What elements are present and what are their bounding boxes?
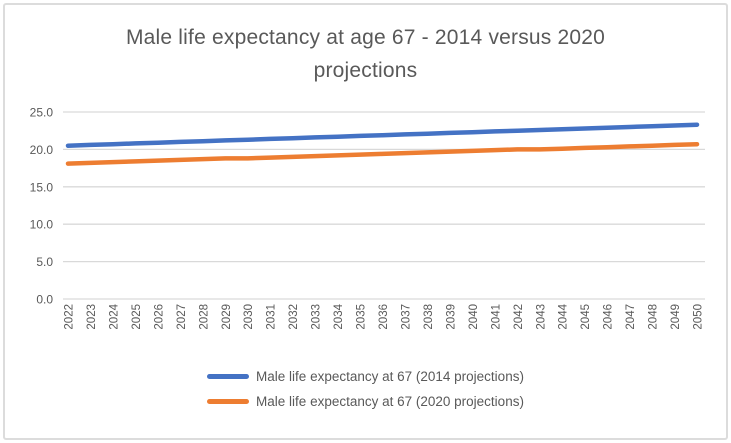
x-tick-label: 2038 bbox=[423, 304, 435, 330]
y-tick-label: 5.0 bbox=[36, 255, 53, 269]
chart-title: Male life expectancy at age 67 - 2014 ve… bbox=[0, 21, 731, 87]
x-tick-label: 2042 bbox=[513, 304, 525, 330]
x-tick-label: 2049 bbox=[670, 304, 682, 330]
x-tick-label: 2034 bbox=[333, 303, 345, 329]
chart-title-line2: projections bbox=[313, 59, 418, 82]
y-tick-label: 25.0 bbox=[30, 106, 54, 120]
x-tick-label: 2043 bbox=[535, 304, 547, 330]
x-tick-label: 2024 bbox=[108, 303, 120, 329]
x-tick-label: 2032 bbox=[288, 304, 300, 330]
y-tick-label: 0.0 bbox=[36, 293, 53, 307]
x-tick-label: 2023 bbox=[86, 304, 98, 330]
x-tick-label: 2037 bbox=[400, 304, 412, 330]
x-tick-label: 2025 bbox=[131, 304, 143, 330]
chart-title-line1: Male life expectancy at age 67 - 2014 ve… bbox=[125, 26, 606, 49]
x-tick-label: 2028 bbox=[198, 304, 210, 330]
y-tick-label: 15.0 bbox=[30, 180, 54, 194]
legend-line-swatch-2020 bbox=[207, 399, 250, 404]
x-tick-label: 2030 bbox=[243, 304, 255, 330]
x-tick-label: 2045 bbox=[580, 304, 592, 330]
series-line-2014 bbox=[65, 122, 700, 148]
legend-label-2014: Male life expectancy at 67 (2014 project… bbox=[256, 369, 524, 384]
legend-item-2014: Male life expectancy at 67 (2014 project… bbox=[207, 369, 524, 384]
x-tick-label: 2047 bbox=[625, 304, 637, 330]
x-tick-label: 2050 bbox=[693, 304, 705, 330]
x-tick-label: 2026 bbox=[153, 304, 165, 330]
x-tick-label: 2022 bbox=[64, 304, 76, 330]
x-tick-label: 2046 bbox=[603, 304, 615, 330]
x-tick-label: 2040 bbox=[468, 304, 480, 330]
x-tick-label: 2031 bbox=[266, 304, 278, 330]
x-tick-label: 2048 bbox=[648, 304, 660, 330]
x-tick-label: 2027 bbox=[176, 304, 188, 330]
x-tick-label: 2033 bbox=[311, 304, 323, 330]
x-tick-label: 2036 bbox=[378, 304, 390, 330]
x-tick-label: 2039 bbox=[445, 304, 457, 330]
x-tick-label: 2041 bbox=[490, 304, 502, 330]
y-tick-label: 20.0 bbox=[30, 143, 54, 157]
x-tick-label: 2044 bbox=[558, 303, 570, 329]
x-tick-label: 2029 bbox=[221, 304, 233, 330]
series-line-2020 bbox=[65, 141, 700, 166]
legend: Male life expectancy at 67 (2014 project… bbox=[0, 369, 731, 409]
legend-item-2020: Male life expectancy at 67 (2020 project… bbox=[207, 394, 524, 409]
y-tick-label: 10.0 bbox=[30, 218, 54, 232]
legend-label-2020: Male life expectancy at 67 (2020 project… bbox=[256, 394, 524, 409]
x-tick-label: 2035 bbox=[356, 304, 368, 330]
legend-line-swatch-2014 bbox=[207, 374, 250, 379]
